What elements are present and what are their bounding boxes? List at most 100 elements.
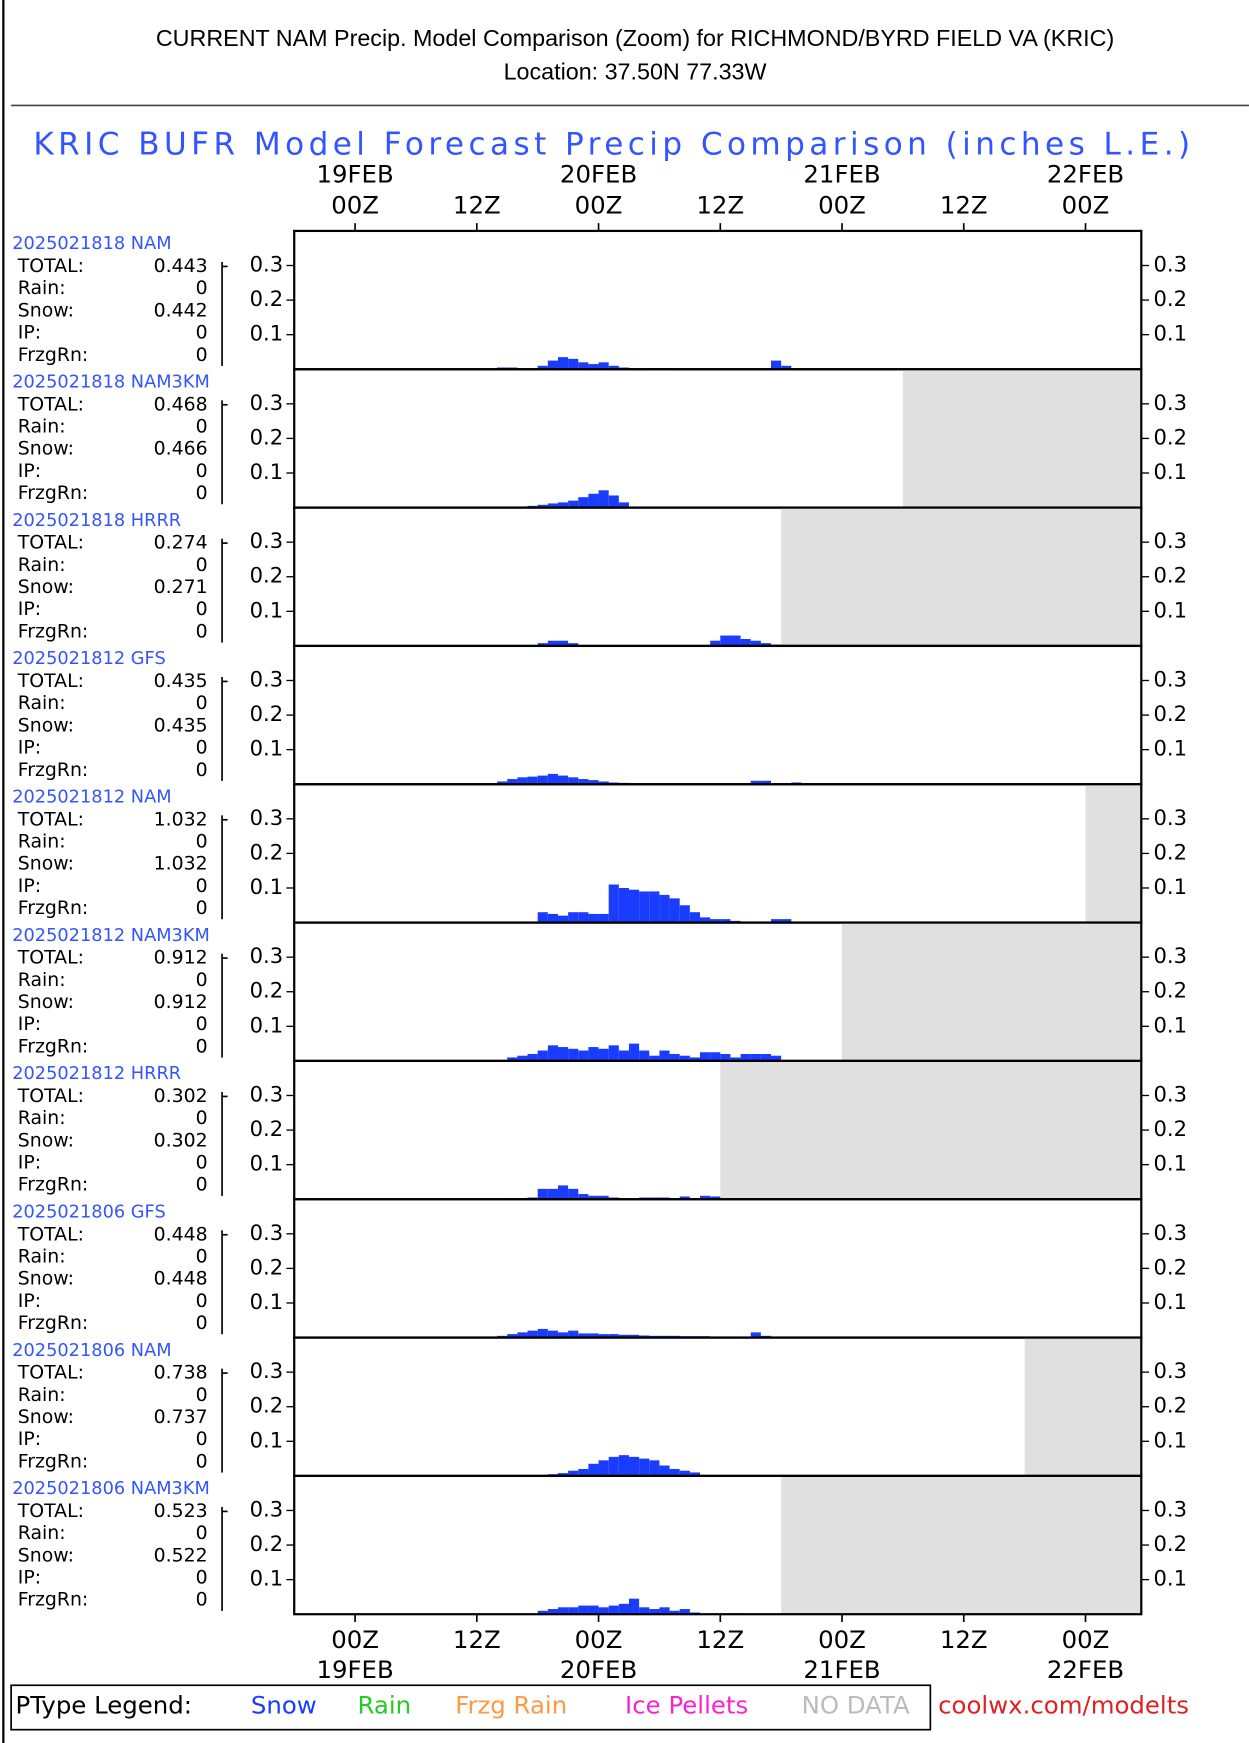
bar (669, 898, 680, 923)
y-tick-label: 0.2 (1154, 424, 1188, 449)
bar (720, 1053, 731, 1061)
bar (628, 1043, 640, 1061)
x-tick-label: 12Z (453, 1625, 501, 1654)
x-tick-label: 00Z (575, 1625, 623, 1654)
stat-label: TOTAL: (17, 1500, 84, 1522)
bar (547, 773, 558, 785)
bar (578, 779, 589, 785)
x-tick-label: 00Z (1062, 1625, 1110, 1654)
stat-value: 0 (196, 344, 208, 366)
y-tick-label: 0.3 (250, 528, 284, 553)
bar (588, 1047, 599, 1061)
bar (588, 1333, 599, 1338)
stat-value: 0 (196, 1312, 208, 1334)
stat-label: IP: (18, 737, 41, 759)
bar (537, 1188, 548, 1200)
y-tick-label: 0.1 (1154, 1012, 1188, 1037)
bar (537, 775, 548, 785)
stat-value: 1.032 (154, 853, 208, 875)
y-tick-label: 0.3 (1154, 1496, 1188, 1521)
x-date-label: 22FEB (1047, 1655, 1124, 1684)
stat-value: 0 (196, 1013, 208, 1035)
stat-value: 0.435 (154, 670, 208, 692)
y-tick-label: 0.3 (1154, 1358, 1188, 1383)
y-tick-label: 0.3 (1154, 805, 1188, 830)
bar (568, 777, 579, 785)
page-subtitle: Location: 37.50N 77.33W (504, 58, 767, 84)
stat-label: Snow: (18, 1544, 74, 1566)
bar (618, 887, 629, 923)
bar (618, 1455, 629, 1476)
stat-value: 0.522 (154, 1544, 208, 1566)
bar (608, 495, 619, 508)
stat-value: 0 (196, 1589, 208, 1611)
no-data-region (720, 1060, 1142, 1200)
bar (547, 1188, 558, 1200)
stat-value: 0 (196, 322, 208, 344)
run-label: 2025021818 NAM (12, 234, 171, 254)
stat-value: 0 (196, 1107, 208, 1129)
legend-item: Snow (251, 1690, 317, 1719)
bar (628, 1334, 640, 1338)
stat-value: 0 (196, 1567, 208, 1589)
panel-frame (293, 644, 1143, 786)
bar (628, 1456, 640, 1476)
y-tick-label: 0.3 (250, 943, 284, 968)
y-tick-label: 0.1 (1154, 459, 1188, 484)
stat-label: IP: (18, 1567, 41, 1589)
bar (537, 1050, 548, 1061)
bar (537, 1610, 548, 1615)
y-tick-label: 0.3 (250, 390, 284, 415)
bar (760, 780, 772, 785)
y-tick-label: 0.2 (1154, 978, 1188, 1003)
stat-value: 0 (196, 692, 208, 714)
bar (497, 781, 508, 785)
y-tick-label: 0.2 (1154, 1254, 1188, 1279)
stat-value: 0 (196, 897, 208, 919)
y-tick-label: 0.3 (1154, 252, 1188, 277)
x-tick-label: 00Z (575, 190, 623, 219)
run-label: 2025021812 HRRR (12, 1064, 181, 1084)
stat-value: 0.738 (154, 1362, 208, 1384)
bar (649, 1609, 660, 1615)
y-tick-label: 0.2 (250, 563, 284, 588)
y-tick-label: 0.2 (250, 286, 284, 311)
y-tick-label: 0.1 (250, 1427, 284, 1452)
stat-label: Rain: (18, 415, 66, 437)
bar (598, 1048, 609, 1061)
bar (781, 365, 792, 370)
stat-value: 0 (196, 759, 208, 781)
y-tick-label: 0.1 (1154, 874, 1188, 899)
bar (568, 1607, 579, 1615)
stat-value: 0.912 (154, 991, 208, 1013)
bar (578, 1468, 589, 1476)
stat-value: 0 (196, 1428, 208, 1450)
bar (649, 1055, 660, 1061)
stat-value: 0.448 (154, 1223, 208, 1245)
stat-value: 0 (196, 482, 208, 504)
stat-value: 0.912 (154, 947, 208, 969)
y-tick-label: 0.1 (250, 1289, 284, 1314)
stat-label: TOTAL: (17, 808, 84, 830)
stat-label: FrzgRn: (18, 1589, 89, 1611)
stat-label: Snow: (18, 714, 74, 736)
x-tick-label: 12Z (940, 190, 988, 219)
y-tick-label: 0.3 (1154, 528, 1188, 553)
y-tick-label: 0.2 (1154, 839, 1188, 864)
stat-value: 0.523 (154, 1500, 208, 1522)
legend-item: Ice Pellets (625, 1690, 748, 1719)
stat-value: 0 (196, 1174, 208, 1196)
y-tick-label: 0.1 (250, 1566, 284, 1591)
bar (639, 1607, 650, 1615)
stat-value: 0 (196, 460, 208, 482)
bar (618, 1334, 629, 1338)
stat-label: TOTAL: (17, 393, 84, 415)
bar (689, 912, 701, 923)
stat-value: 0 (196, 277, 208, 299)
bar (608, 365, 619, 370)
bar (557, 1332, 569, 1338)
bar (547, 640, 558, 646)
y-tick-label: 0.2 (250, 424, 284, 449)
legend-item: Rain (357, 1690, 411, 1719)
stat-value: 0 (196, 554, 208, 576)
